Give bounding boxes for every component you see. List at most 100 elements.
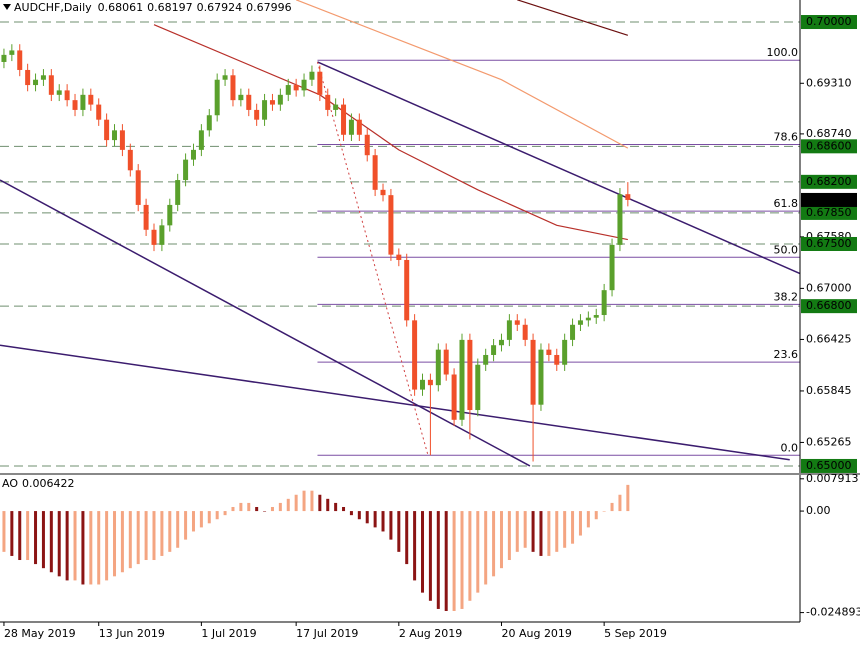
candle-body xyxy=(372,155,378,190)
ao-bar xyxy=(381,511,385,532)
candle-body xyxy=(80,94,86,110)
ao-bar xyxy=(523,511,527,548)
candle-body xyxy=(230,75,236,101)
symbol: AUDCHF,Daily xyxy=(14,1,92,14)
ao-bar xyxy=(136,511,140,565)
ao-header: AO 0.006422 xyxy=(2,477,75,490)
fib-label: 50.0 xyxy=(774,243,799,256)
ao-value: 0.006422 xyxy=(22,477,75,490)
ao-bar xyxy=(41,511,45,569)
ao-bar xyxy=(452,511,456,611)
ao-bar xyxy=(492,511,496,577)
x-tick-label: 5 Sep 2019 xyxy=(604,627,667,640)
x-tick-label: 17 Jul 2019 xyxy=(296,627,358,640)
level-box xyxy=(801,139,857,154)
candle-body xyxy=(25,69,31,86)
level-label: 0.68200 xyxy=(806,175,852,188)
ao-bar xyxy=(507,511,511,561)
candle-body xyxy=(254,109,260,120)
candle-body xyxy=(293,85,299,91)
candle-body xyxy=(238,94,244,101)
candle-body xyxy=(222,75,228,80)
fib-label: 100.0 xyxy=(767,46,799,59)
candle-body xyxy=(577,320,583,325)
candle-body xyxy=(388,195,394,255)
candle-body xyxy=(356,119,362,135)
ao-bar xyxy=(531,511,535,552)
current-price-label: 0.67996 xyxy=(806,193,852,206)
candle-body xyxy=(506,320,512,340)
ao-bar xyxy=(460,511,464,609)
candle-body xyxy=(104,119,110,141)
ao-bar xyxy=(34,511,38,565)
level-label: 0.66800 xyxy=(806,299,852,312)
candle-body xyxy=(364,134,370,156)
candle-body xyxy=(33,79,39,86)
candle-body xyxy=(585,317,591,321)
ao-bar xyxy=(270,506,274,512)
ao-bar xyxy=(610,502,614,512)
fib-label: 38.2 xyxy=(774,290,799,303)
ao-bar xyxy=(484,511,488,585)
x-tick-label: 20 Aug 2019 xyxy=(501,627,571,640)
ao-bar xyxy=(555,511,559,552)
x-tick-label: 1 Jul 2019 xyxy=(201,627,256,640)
y-tick-label: 0.69310 xyxy=(806,76,852,89)
candle-body xyxy=(475,364,481,411)
fib-label: 78.6 xyxy=(774,131,799,144)
ao-bar xyxy=(413,511,417,581)
candle-body xyxy=(412,320,418,390)
candle-body xyxy=(593,315,599,318)
candle-body xyxy=(206,115,212,131)
ao-bar xyxy=(326,498,330,512)
ao-bar xyxy=(436,511,440,609)
candle-body xyxy=(420,379,426,390)
level-box xyxy=(801,174,857,189)
candle-body xyxy=(380,189,386,196)
dotted-line xyxy=(316,61,429,456)
level-label: 0.70000 xyxy=(806,15,852,28)
candle-body xyxy=(72,100,78,110)
moving-average xyxy=(517,0,629,36)
ao-bar xyxy=(57,511,61,577)
menu-arrow[interactable] xyxy=(3,4,11,10)
ao-y-tick-label: 0.00 xyxy=(806,504,831,517)
ao-bar xyxy=(626,484,630,512)
y-tick-label: 0.65265 xyxy=(806,435,852,448)
candle-body xyxy=(427,379,433,386)
ao-bar xyxy=(428,511,432,601)
candle-body xyxy=(554,354,560,365)
ao-bar xyxy=(113,511,117,577)
trend-line xyxy=(0,179,531,467)
ao-bar xyxy=(357,511,361,520)
open-value: 0.68061 xyxy=(98,1,144,14)
ao-bar xyxy=(97,511,101,585)
ao-bar xyxy=(405,511,409,565)
ao-bar xyxy=(144,511,148,561)
ao-bar xyxy=(586,511,590,528)
y-tick-label: 0.67000 xyxy=(806,281,852,294)
ao-bar xyxy=(602,511,606,512)
candle-body xyxy=(246,94,252,110)
ao-bar xyxy=(26,511,30,561)
close-value: 0.67996 xyxy=(246,1,292,14)
ao-bar xyxy=(389,511,393,540)
ao-bar xyxy=(444,511,448,611)
y-tick-label: 0.65845 xyxy=(806,384,852,397)
ao-bar xyxy=(73,511,77,581)
candle-body xyxy=(325,94,331,110)
ao-bar xyxy=(318,494,322,512)
ao-bar xyxy=(168,511,172,552)
ao-bar xyxy=(247,502,251,512)
candle-body xyxy=(56,90,62,95)
candle-body xyxy=(301,79,307,91)
candle-body xyxy=(491,345,497,355)
trend-line xyxy=(317,61,800,275)
fib-label: 0.0 xyxy=(781,441,799,454)
candle-body xyxy=(562,339,568,365)
candle-body xyxy=(151,229,157,245)
ao-y-tick-label: 0.007913 xyxy=(806,472,859,485)
level-label: 0.67500 xyxy=(806,237,852,250)
candle-body xyxy=(443,349,449,375)
candle-body xyxy=(514,320,520,325)
